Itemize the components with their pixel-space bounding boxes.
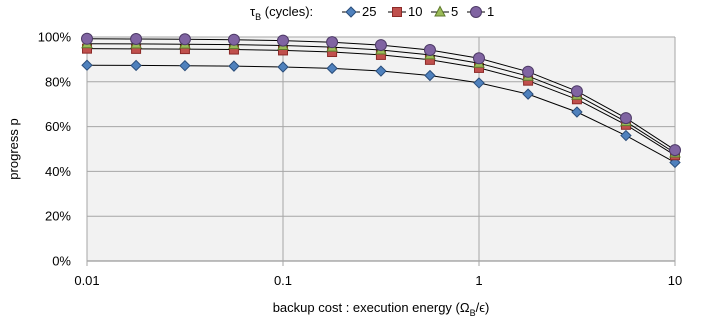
data-point-25 <box>326 62 338 75</box>
y-axis-label: progress p <box>6 118 21 179</box>
legend-marker-1 <box>470 6 482 18</box>
x-tick-label: 0.1 <box>274 273 292 288</box>
data-point-1 <box>619 112 632 125</box>
legend-label-5: 5 <box>451 4 458 19</box>
legend-marker-5 <box>434 5 446 17</box>
x-tick-label: 0.01 <box>74 273 99 288</box>
x-tick-labels: 0.01 0.1 1 10 <box>74 273 682 288</box>
data-point-25 <box>473 77 485 89</box>
legend-label-25: 25 <box>362 4 376 19</box>
y-tick-label: 100% <box>38 30 72 45</box>
x-axis-label: backup cost : execution energy (ΩB/ϵ) <box>273 300 490 318</box>
data-point-25 <box>620 129 632 142</box>
data-point-1 <box>522 65 535 78</box>
data-point-1 <box>473 52 485 65</box>
data-point-1 <box>570 85 583 98</box>
data-point-25 <box>375 65 387 77</box>
y-tick-label: 80% <box>45 74 71 89</box>
legend-label-1: 1 <box>487 4 494 19</box>
data-point-25 <box>277 61 289 73</box>
data-point-1 <box>130 33 143 46</box>
x-tick-label: 10 <box>668 273 682 288</box>
data-point-25 <box>179 59 191 72</box>
data-point-1 <box>277 34 289 47</box>
legend-marker-25 <box>345 6 357 18</box>
data-point-25 <box>571 106 583 118</box>
legend-title: τB (cycles): <box>250 4 313 22</box>
legend-marker-10 <box>392 7 402 17</box>
legend: τB (cycles): 25 10 5 1 <box>250 4 494 22</box>
data-point-1 <box>227 33 240 46</box>
y-tick-label: 0% <box>52 254 71 269</box>
data-point-1 <box>178 33 191 46</box>
data-point-1 <box>374 39 387 52</box>
data-point-25 <box>522 88 534 100</box>
data-point-25 <box>81 59 93 71</box>
data-point-25 <box>228 60 240 72</box>
data-point-1 <box>81 32 93 45</box>
data-point-25 <box>130 59 142 72</box>
y-tick-labels: 0% 20% 40% 60% 80% 100% <box>38 30 72 269</box>
y-tick-label: 60% <box>45 119 71 134</box>
x-tick-label: 1 <box>475 273 482 288</box>
y-tick-label: 20% <box>45 209 71 224</box>
legend-label-10: 10 <box>408 4 422 19</box>
series-group <box>81 32 681 169</box>
y-tick-label: 40% <box>45 164 71 179</box>
data-point-25 <box>424 69 436 82</box>
data-point-1 <box>423 43 436 56</box>
data-point-1 <box>669 144 681 157</box>
x-axis-label-subscript: B <box>470 308 476 318</box>
data-point-1 <box>326 36 339 49</box>
